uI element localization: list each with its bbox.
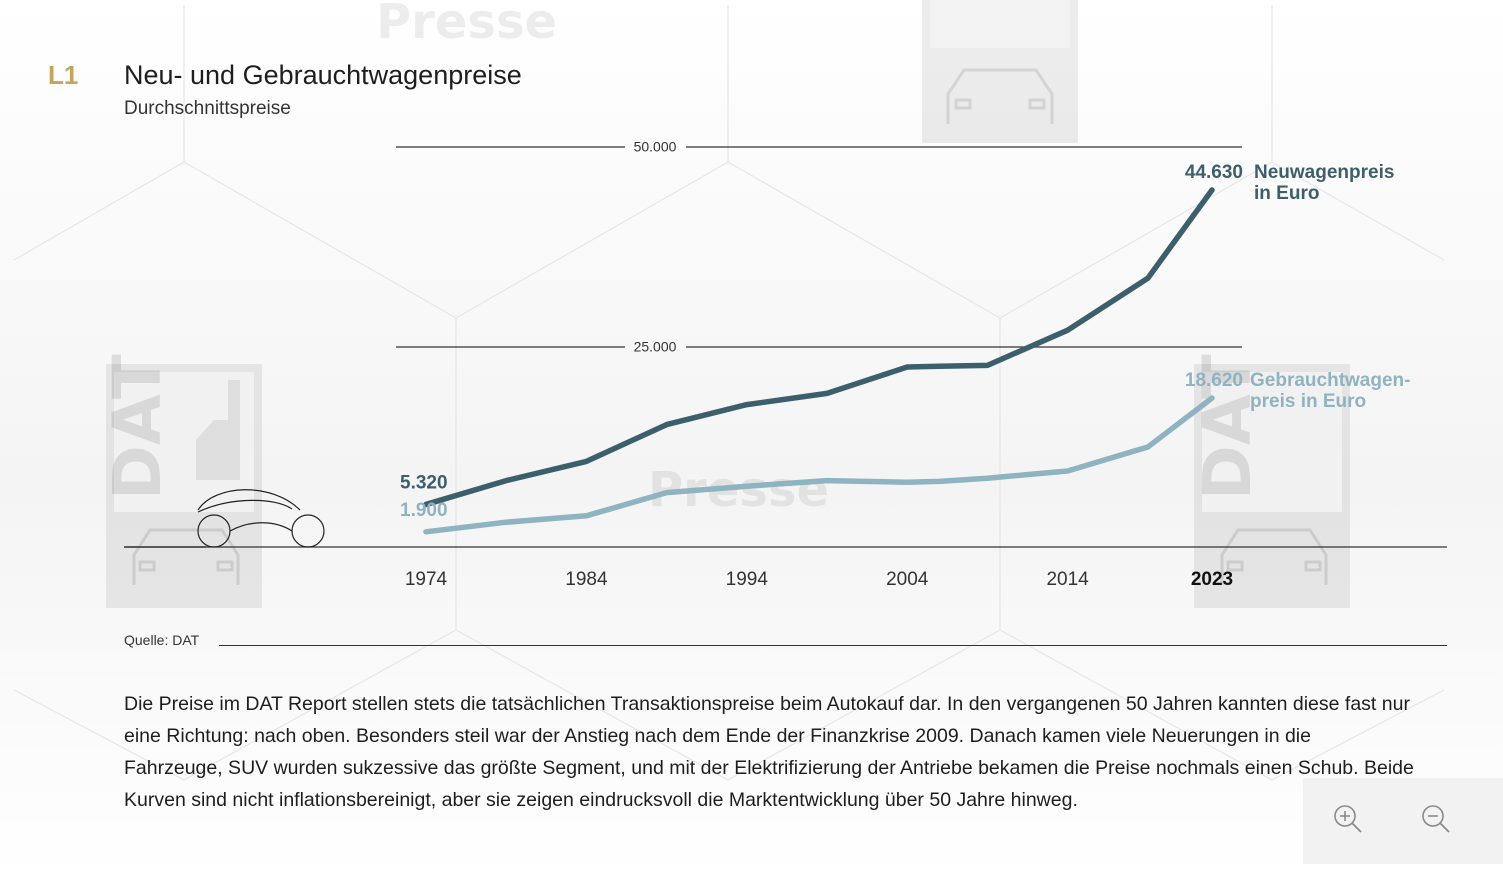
- series-name-label: Neuwagenpreis: [1254, 162, 1394, 183]
- x-axis-ticks: 1974 1984 1994 2004 2014 2023: [405, 569, 1233, 590]
- description-text: Die Preise im DAT Report stellen stets d…: [124, 693, 1414, 811]
- series-line-neuwagen: [423, 187, 1215, 508]
- source-divider: [219, 645, 1447, 646]
- y-gridline-label: 25.000: [634, 339, 677, 355]
- dat-logo-left: DAT: [99, 354, 262, 608]
- chart-subtitle: Durchschnittspreise: [124, 98, 291, 119]
- series-name-label: in Euro: [1254, 183, 1319, 204]
- svg-text:DAT: DAT: [1189, 354, 1266, 500]
- gridlines: 50.000 25.000: [396, 139, 1242, 355]
- x-tick-label: 1994: [726, 569, 769, 590]
- y-gridline-label: 50.000: [634, 139, 677, 155]
- presse-watermark-top: Presse: [376, 0, 558, 50]
- series-lines: [423, 187, 1215, 535]
- series-name-label: Gebrauchtwagen-: [1250, 370, 1410, 391]
- zoom-out-button[interactable]: [1417, 800, 1457, 840]
- car-sketch-icon: [124, 489, 325, 548]
- start-value-label: 1.900: [400, 500, 448, 521]
- x-tick-label: 2023: [1191, 569, 1233, 590]
- start-value-label: 5.320: [400, 472, 448, 493]
- zoom-in-icon: [1334, 805, 1362, 833]
- series-line-gebrauchtwagen: [423, 395, 1215, 535]
- zoom-controls: [1303, 778, 1503, 864]
- svg-text:DAT: DAT: [99, 354, 176, 500]
- end-value-label: 18.620: [1185, 370, 1243, 391]
- chart-title: Neu- und Gebrauchtwagenpreise: [124, 60, 522, 90]
- end-value-label: 44.630: [1185, 162, 1243, 183]
- source-label: Quelle: DAT: [124, 632, 200, 648]
- x-tick-label: 2014: [1046, 569, 1089, 590]
- x-tick-label: 1974: [405, 569, 448, 590]
- series-name-label: preis in Euro: [1250, 391, 1366, 412]
- zoom-out-icon: [1422, 805, 1450, 833]
- x-tick-label: 2004: [886, 569, 929, 590]
- x-tick-label: 1984: [565, 569, 608, 590]
- figure-number: L1: [48, 60, 79, 90]
- line-chart: 50.000 25.000 5.320 44.630 Neuwagenpreisin …: [124, 139, 1447, 590]
- zoom-in-button[interactable]: [1329, 800, 1369, 840]
